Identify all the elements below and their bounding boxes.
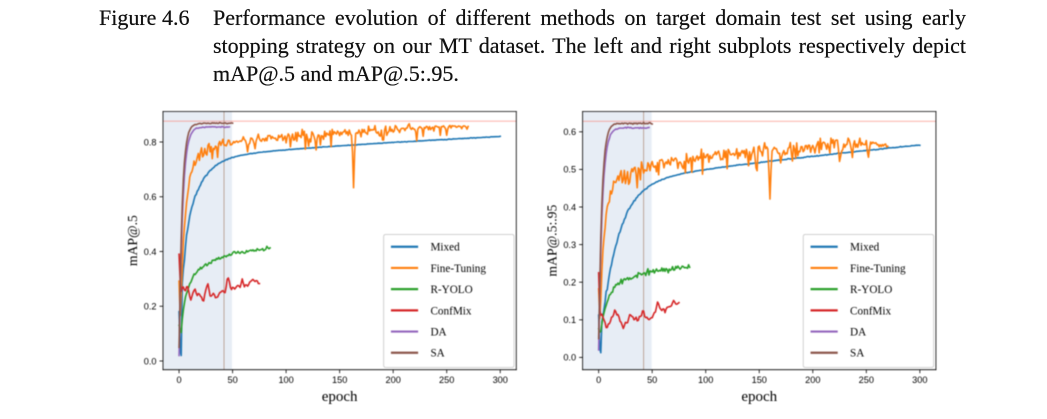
svg-text:Fine-Tuning: Fine-Tuning <box>850 263 925 275</box>
svg-text:ConfMix: ConfMix <box>850 305 891 317</box>
svg-text:mAP@.5: mAP@.5 <box>125 215 140 266</box>
svg-text:0.6: 0.6 <box>144 192 157 202</box>
svg-text:0.3: 0.3 <box>563 240 576 250</box>
svg-text:250: 250 <box>439 375 454 385</box>
svg-text:0.4: 0.4 <box>144 247 157 257</box>
svg-text:R-YOLO: R-YOLO <box>850 284 892 296</box>
svg-text:Mixed: Mixed <box>850 242 880 254</box>
svg-text:200: 200 <box>805 375 820 385</box>
svg-text:DA: DA <box>850 326 866 338</box>
svg-text:100: 100 <box>698 375 713 385</box>
svg-text:Fine-Tuning: Fine-Tuning <box>430 263 505 275</box>
svg-text:250: 250 <box>859 375 874 385</box>
svg-text:0.0: 0.0 <box>563 353 576 363</box>
svg-text:epoch: epoch <box>741 389 777 405</box>
svg-text:ConfMix: ConfMix <box>430 305 471 317</box>
svg-text:epoch: epoch <box>322 389 358 405</box>
svg-text:100: 100 <box>278 375 293 385</box>
svg-text:0.1: 0.1 <box>563 315 576 325</box>
svg-text:0.2: 0.2 <box>144 302 157 312</box>
svg-text:200: 200 <box>386 375 401 385</box>
svg-text:300: 300 <box>912 375 927 385</box>
svg-text:R-YOLO: R-YOLO <box>430 284 472 296</box>
svg-text:0.6: 0.6 <box>563 127 576 137</box>
svg-text:DA: DA <box>430 326 446 338</box>
svg-text:0.8: 0.8 <box>144 137 157 147</box>
svg-text:0.4: 0.4 <box>563 202 576 212</box>
svg-text:0.5: 0.5 <box>563 165 576 175</box>
svg-text:300: 300 <box>493 375 508 385</box>
svg-text:50: 50 <box>647 375 657 385</box>
svg-text:SA: SA <box>850 348 864 360</box>
svg-text:mAP@.5:.95: mAP@.5:.95 <box>544 204 559 276</box>
svg-text:150: 150 <box>332 375 347 385</box>
svg-text:0.2: 0.2 <box>563 278 576 288</box>
svg-text:50: 50 <box>227 375 237 385</box>
svg-text:0: 0 <box>596 375 601 385</box>
svg-text:Mixed: Mixed <box>430 242 460 254</box>
svg-text:150: 150 <box>752 375 767 385</box>
svg-text:SA: SA <box>430 348 444 360</box>
svg-text:0.0: 0.0 <box>144 356 157 366</box>
svg-text:0: 0 <box>176 375 181 385</box>
